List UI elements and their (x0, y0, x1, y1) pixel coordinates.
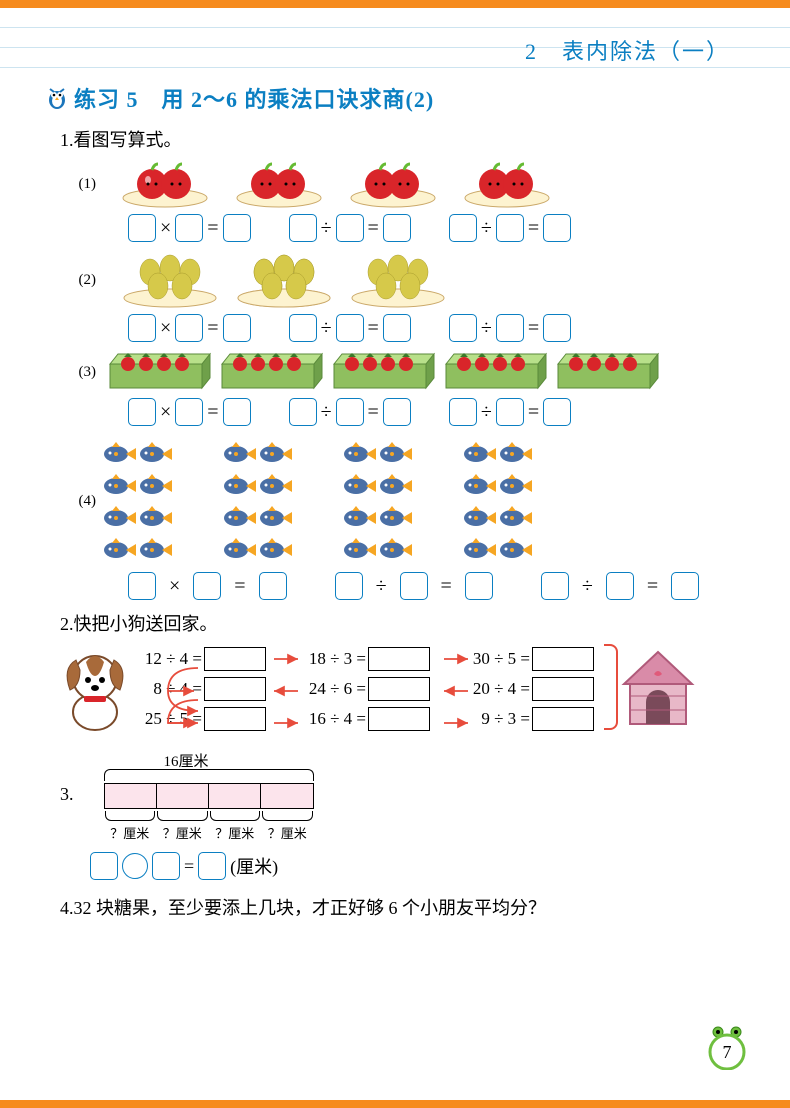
fish-grid-icon (102, 436, 562, 566)
input-box[interactable] (543, 214, 571, 242)
dog-icon (60, 644, 130, 734)
input-box[interactable] (496, 214, 524, 242)
page-content: 练习 5 用 2～6 的乘法口诀求商(2) 1.看图写算式。 (1) ×= ÷=… (0, 70, 790, 920)
input-box[interactable] (383, 214, 411, 242)
operator-circle[interactable] (122, 853, 148, 879)
bracket-icon (604, 644, 618, 730)
q1-1-label: (1) (60, 176, 96, 193)
input-box[interactable] (128, 214, 156, 242)
q2-prompt: 2.快把小狗送回家。 (60, 610, 740, 636)
q1-4-figure: (4) (60, 436, 740, 566)
section-title-row: 练习 5 用 2～6 的乘法口诀求商(2) (46, 82, 740, 114)
q4-prompt: 4.32 块糖果，至少要添上几块，才正好够 6 个小朋友平均分？ (60, 894, 740, 920)
doghouse-icon (618, 644, 698, 730)
q1-1-equations: ×= ÷= ÷= (128, 214, 740, 242)
strawberry-trays-icon (108, 352, 668, 392)
q2-figure: 12 ÷ 4 = 18 ÷ 3 = 30 ÷ 5 = 8 ÷ 4 = 24 ÷ … (60, 644, 740, 734)
q3-top-label: 16厘米 (164, 750, 314, 771)
q1-prompt: 1.看图写算式。 (60, 126, 740, 152)
brace-bottom-icon (104, 811, 314, 821)
input-box[interactable] (175, 214, 203, 242)
ruled-header: 2 表内除法（一） (0, 8, 790, 70)
pear-plates-icon (120, 252, 460, 308)
q1-4-equations: × = ÷ = ÷ = (128, 572, 740, 600)
q1-2-equations: ×= ÷= ÷= (128, 314, 740, 342)
input-box[interactable] (90, 852, 118, 880)
input-box[interactable] (289, 214, 317, 242)
q3-figure: 16厘米 ？厘米？厘米？厘米？厘米 (104, 750, 314, 842)
section-title: 练习 5 用 2～6 的乘法口诀求商(2) (74, 82, 434, 114)
chapter-title: 2 表内除法（一） (525, 34, 730, 66)
unit-label: (厘米) (230, 853, 278, 879)
q3-label: 3. (60, 784, 74, 805)
input-box[interactable] (152, 852, 180, 880)
q1-4-label: (4) (60, 493, 96, 510)
q1-3-figure: (3) (102, 352, 740, 392)
answer-box[interactable] (204, 647, 266, 671)
q1-1-figure: (1) (102, 160, 740, 208)
q3-equation: = (厘米) (90, 852, 740, 880)
input-box[interactable] (223, 214, 251, 242)
q1-2-figure: (2) (102, 252, 740, 308)
owl-icon (46, 85, 68, 111)
q3-row: 3. 16厘米 ？厘米？厘米？厘米？厘米 (60, 746, 740, 842)
page-number: 7 (723, 1042, 732, 1063)
page-number-badge: 7 (708, 1026, 746, 1070)
q1-2-label: (2) (60, 272, 96, 289)
eq-label: 12 ÷ 4 = (134, 649, 204, 669)
input-box[interactable] (336, 214, 364, 242)
q3-bottom-labels: ？厘米？厘米？厘米？厘米 (104, 823, 314, 842)
input-box[interactable] (449, 214, 477, 242)
strip-diagram (104, 783, 314, 809)
q1-3-equations: ×= ÷= ÷= (128, 398, 740, 426)
q1-3-label: (3) (60, 364, 96, 381)
apple-plates-icon (120, 160, 560, 208)
input-box[interactable] (198, 852, 226, 880)
